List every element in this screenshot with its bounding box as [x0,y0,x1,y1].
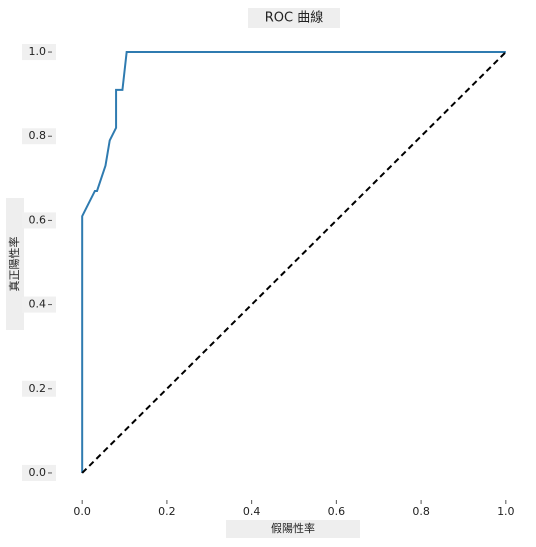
x-tick-label: 0.6 [328,505,346,518]
ylabel-bg [6,198,24,330]
x-axis-label: 假陽性率 [271,521,315,535]
y-tick-label: 0.8 [29,129,47,142]
y-axis-label: 真正陽性率 [7,237,21,292]
y-tick-label: 0.6 [29,213,47,226]
x-tick-label: 0.8 [412,505,430,518]
x-tick-label: 1.0 [497,505,515,518]
y-tick-bg [22,44,56,61]
xlabel-bg [226,520,360,538]
diagonal-line [81,51,507,474]
x-tick-label: 0.4 [243,505,261,518]
title-bg [248,8,340,28]
chart-title: ROC 曲線 [265,10,323,26]
y-tick-bg [22,212,56,229]
x-tick-label: 0.2 [158,505,176,518]
y-tick-label: 1.0 [29,45,47,58]
roc-line [81,51,506,473]
y-tick-bg [22,464,56,481]
y-tick-label: 0.4 [29,298,47,311]
y-tick-bg [22,296,56,313]
y-tick-bg [22,380,56,397]
y-tick-label: 0.2 [29,382,47,395]
x-tick-label: 0.0 [73,505,91,518]
y-tick-label: 0.0 [29,466,47,479]
y-tick-bg [22,128,56,145]
